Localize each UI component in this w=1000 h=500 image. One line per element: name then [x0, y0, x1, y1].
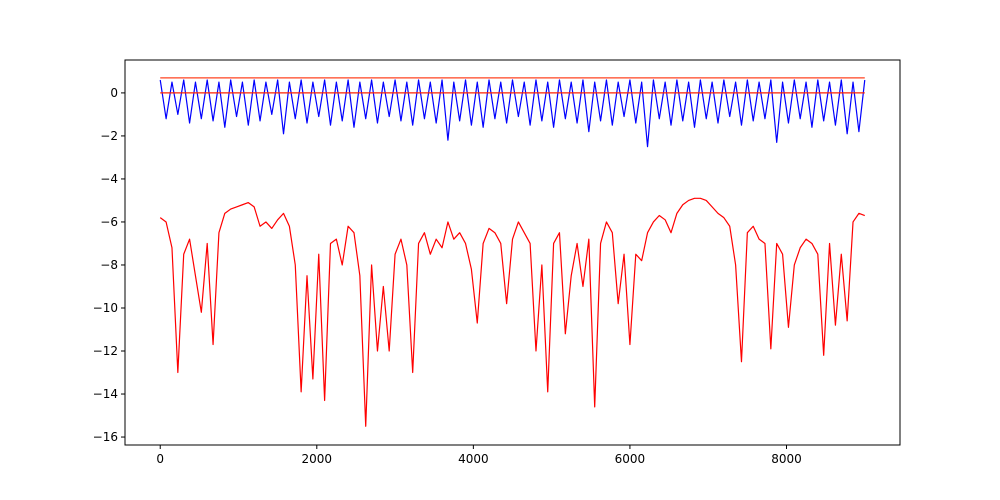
y-tick-label: −2: [100, 129, 118, 143]
data-line: [159, 79, 866, 148]
data-line: [159, 197, 865, 427]
plot-area: [159, 77, 866, 427]
y-tick-label: −12: [93, 344, 118, 358]
x-tick-label: 4000: [458, 452, 489, 466]
y-tick-label: −4: [100, 172, 118, 186]
y-tick-label: −8: [100, 258, 118, 272]
x-tick-label: 0: [156, 452, 164, 466]
y-tick-label: −14: [93, 387, 118, 401]
y-tick-label: −6: [100, 215, 118, 229]
y-tick-label: −10: [93, 301, 118, 315]
y-tick-label: −16: [93, 430, 118, 444]
axes-frame: [124, 59, 901, 446]
x-tick-label: 6000: [615, 452, 646, 466]
x-tick-label: 8000: [771, 452, 802, 466]
x-tick-label: 2000: [302, 452, 333, 466]
y-tick-label: 0: [110, 86, 118, 100]
